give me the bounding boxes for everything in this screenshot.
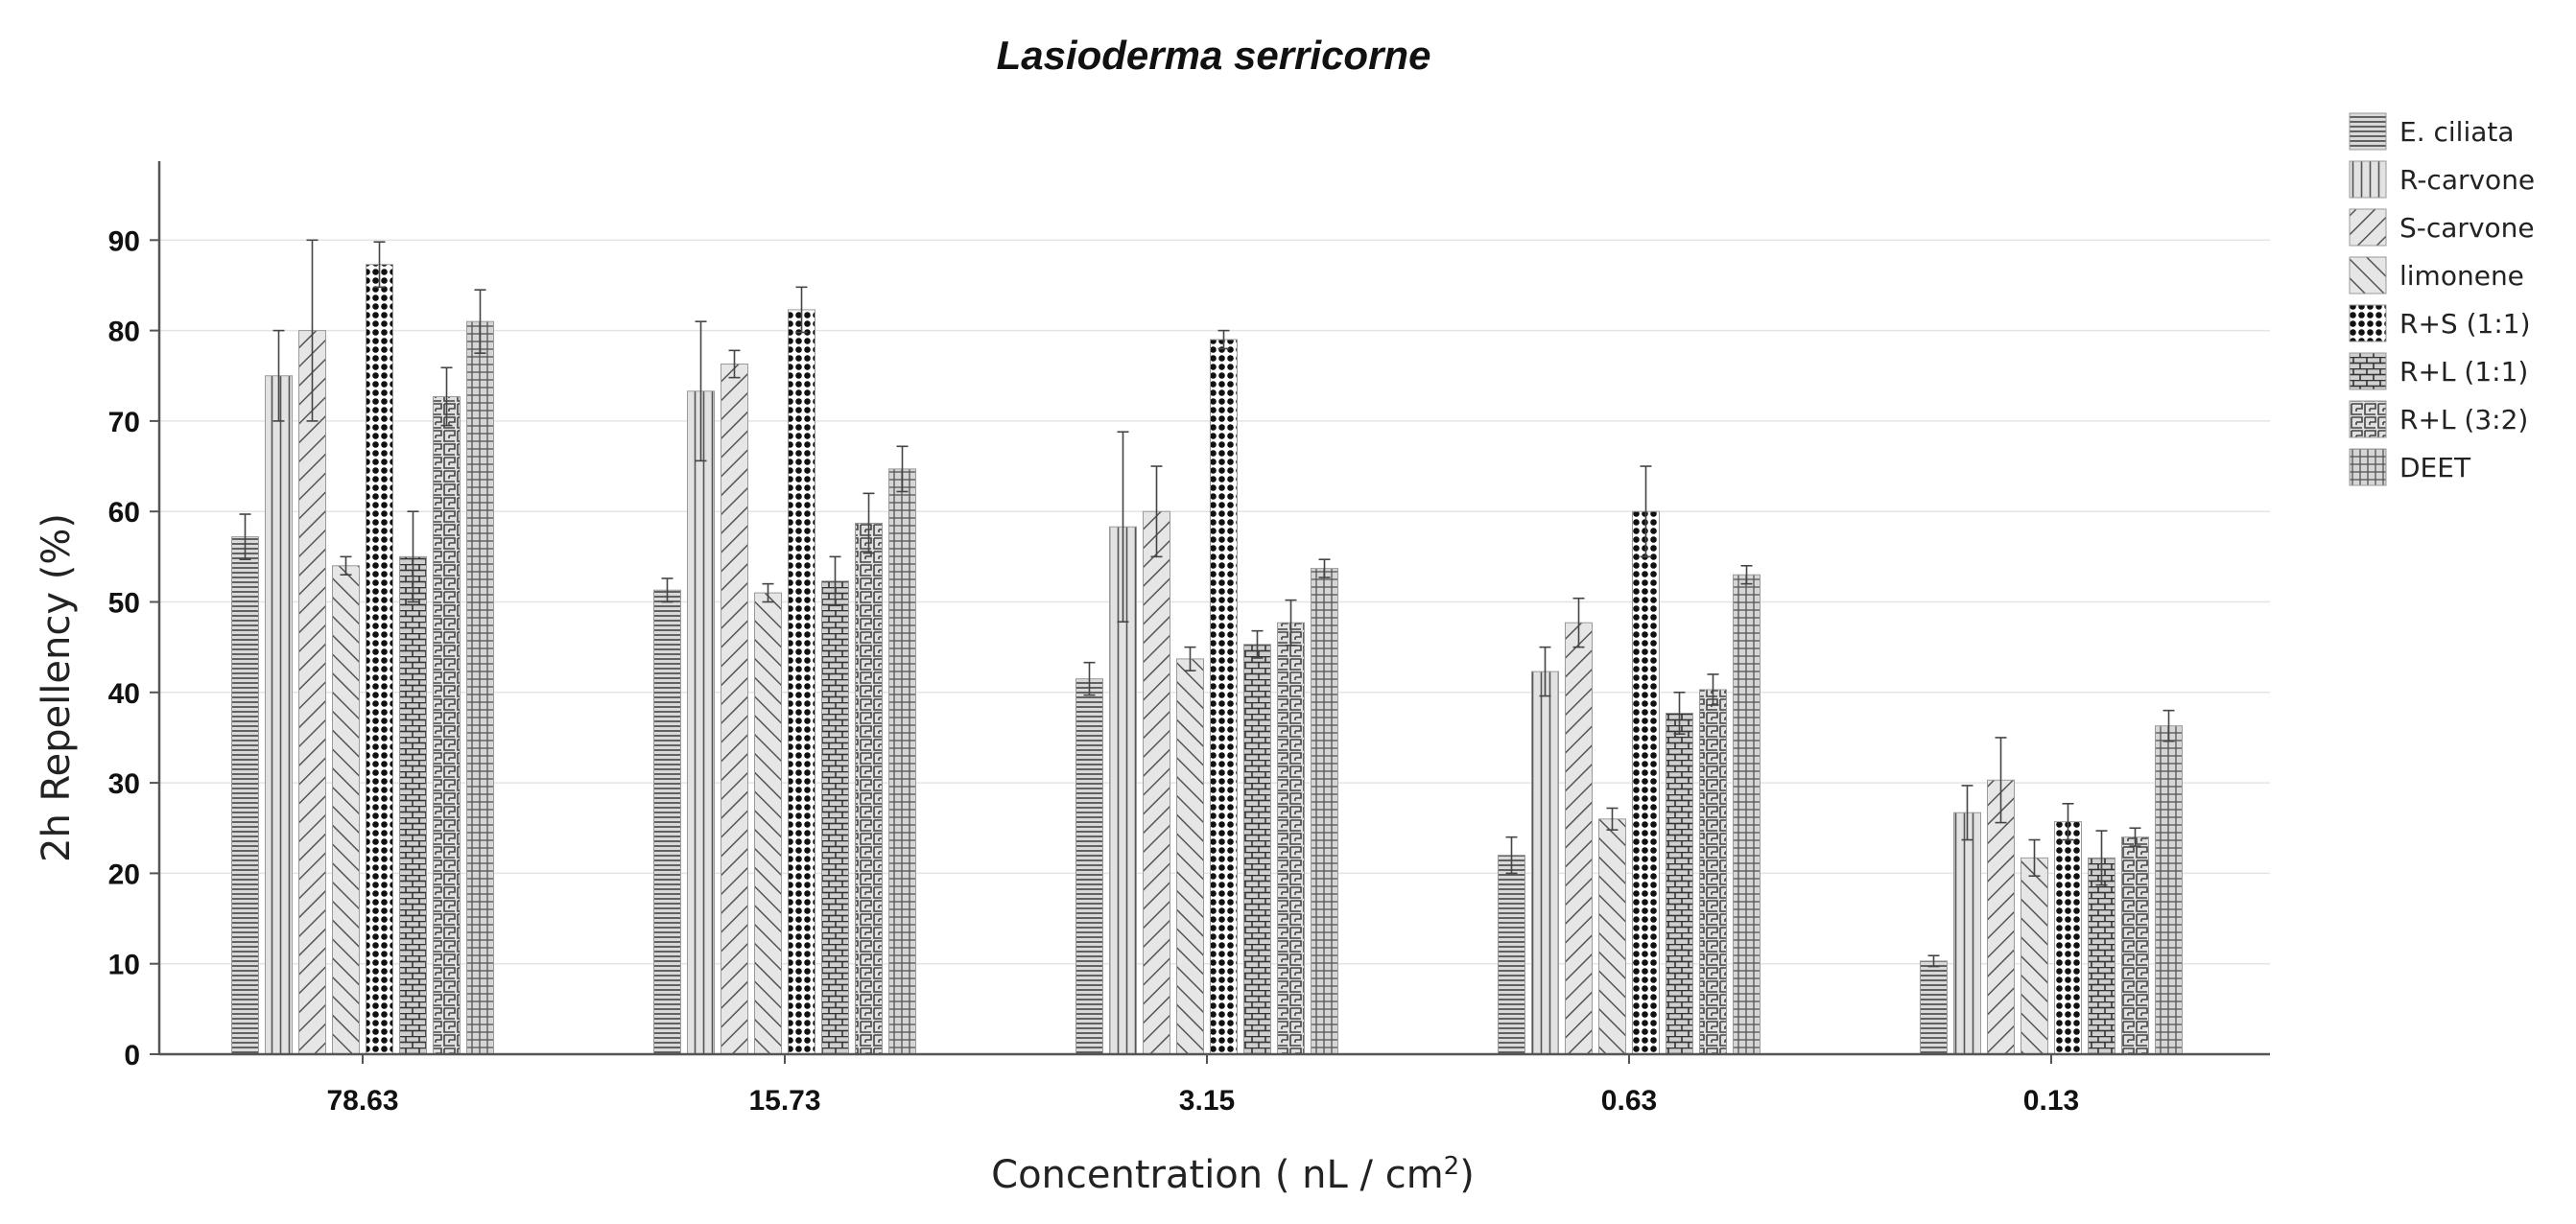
legend-swatch	[2349, 400, 2387, 438]
legend-swatch	[2349, 352, 2387, 390]
y-tick-label: 40	[108, 678, 140, 710]
y-tick-label: 50	[108, 588, 140, 620]
bar	[888, 468, 916, 1055]
bar	[265, 375, 293, 1055]
bar	[2121, 836, 2149, 1055]
y-tick-label: 70	[108, 407, 140, 438]
legend-swatch	[2349, 160, 2387, 199]
bar	[231, 536, 259, 1055]
y-tick-label: 10	[108, 950, 140, 981]
legend-label: R+L (1:1)	[2399, 356, 2528, 388]
y-tick-label: 90	[108, 225, 140, 257]
bar	[298, 330, 326, 1055]
legend: E. ciliata R-carvone S-carvone limonene R+S …	[2349, 112, 2535, 486]
legend-label: R+L (3:2)	[2399, 404, 2528, 435]
legend-label: S-carvone	[2399, 212, 2535, 244]
x-axis-label-sup: 2	[1444, 1152, 1460, 1181]
bar	[1666, 712, 1693, 1055]
bar	[653, 589, 681, 1055]
bar	[1210, 339, 1238, 1055]
y-tick-labels: 0 10 20 30 40 50 60 70 80 90	[108, 225, 140, 1071]
chart-title: Lasioderma serricorne	[997, 33, 1431, 78]
y-tick-label: 20	[108, 859, 140, 890]
x-tick-label: 78.63	[326, 1085, 398, 1117]
bar	[366, 264, 393, 1055]
bar	[332, 565, 360, 1055]
bar	[1565, 622, 1593, 1055]
legend-swatch	[2349, 112, 2387, 151]
bar	[1277, 622, 1305, 1055]
axes	[150, 161, 2270, 1064]
bar	[2021, 857, 2048, 1055]
bar	[2155, 725, 2183, 1055]
bar	[1733, 574, 1761, 1055]
bar	[1311, 568, 1338, 1055]
bar	[687, 390, 715, 1055]
legend-swatch	[2349, 304, 2387, 342]
x-tick-label: 0.63	[1601, 1085, 1657, 1117]
bar	[1920, 960, 1948, 1055]
x-axis-label-main: Concentration ( nL / cm	[991, 1153, 1444, 1197]
x-tick-label: 3.15	[1179, 1085, 1235, 1117]
bar	[1075, 678, 1103, 1055]
legend-swatch	[2349, 448, 2387, 486]
bar	[1531, 671, 1559, 1055]
bar	[754, 592, 782, 1055]
x-tick-label: 15.73	[748, 1085, 820, 1117]
bar	[1243, 644, 1271, 1055]
legend-label: R-carvone	[2399, 164, 2535, 196]
x-tick-labels: 78.63 15.73 3.15 0.63 0.13	[326, 1085, 2079, 1117]
bar	[721, 363, 748, 1055]
bar	[1498, 855, 1525, 1055]
legend-label: E. ciliata	[2399, 116, 2515, 148]
bar	[1143, 510, 1170, 1055]
legend-label: DEET	[2399, 452, 2471, 483]
bar	[788, 309, 815, 1055]
x-tick-label: 0.13	[2023, 1085, 2079, 1117]
bar	[2054, 821, 2082, 1055]
bars	[231, 239, 2183, 1055]
bar	[1953, 812, 1981, 1055]
bar	[1176, 658, 1204, 1055]
bar	[2088, 857, 2115, 1055]
bar	[1699, 689, 1727, 1055]
bar	[1598, 818, 1626, 1055]
bar	[1632, 510, 1660, 1055]
y-tick-label: 0	[124, 1040, 140, 1071]
y-tick-label: 80	[108, 317, 140, 348]
y-tick-label: 30	[108, 768, 140, 800]
legend-label: limonene	[2399, 260, 2524, 292]
bar	[821, 580, 849, 1055]
legend-swatch	[2349, 256, 2387, 294]
legend-label: R+S (1:1)	[2399, 308, 2531, 340]
bar	[433, 395, 461, 1055]
bar	[399, 555, 427, 1055]
bar	[466, 320, 494, 1055]
x-axis-label: Concentration ( nL / cm2)	[991, 1152, 1475, 1197]
legend-swatch	[2349, 208, 2387, 247]
x-axis-label-suffix: )	[1459, 1153, 1475, 1197]
bar	[855, 522, 883, 1055]
y-axis-label: 2h Repellency (%)	[35, 513, 79, 862]
y-tick-label: 60	[108, 497, 140, 529]
